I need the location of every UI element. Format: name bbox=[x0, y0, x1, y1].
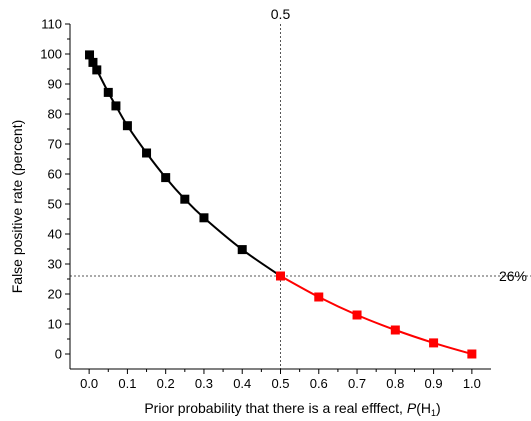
series-0-point bbox=[88, 57, 98, 67]
horizontal-reference-label: 26% bbox=[499, 268, 527, 284]
vertical-reference-label: 0.5 bbox=[271, 6, 291, 22]
y-tick-label: 90 bbox=[48, 77, 62, 92]
x-tick-label: 0.1 bbox=[118, 376, 136, 391]
y-tick-label: 50 bbox=[48, 197, 62, 212]
y-tick-label: 100 bbox=[40, 47, 62, 62]
series-1-point bbox=[352, 310, 362, 320]
reference-lines bbox=[70, 24, 531, 369]
series-0-point bbox=[92, 65, 102, 75]
y-tick-label: 60 bbox=[48, 167, 62, 182]
series-0-point bbox=[111, 101, 121, 111]
y-tick-label: 0 bbox=[55, 347, 62, 362]
data-points bbox=[85, 50, 477, 359]
series-1-curve bbox=[280, 275, 473, 355]
x-tick-label: 0.6 bbox=[310, 376, 328, 391]
x-tick-label: 0.4 bbox=[233, 376, 251, 391]
y-tick-label: 70 bbox=[48, 137, 62, 152]
y-tick-label: 10 bbox=[48, 317, 62, 332]
x-tick-label: 0.5 bbox=[271, 376, 289, 391]
y-tick-label: 30 bbox=[48, 257, 62, 272]
series-0-curve bbox=[88, 54, 282, 277]
y-tick-label: 110 bbox=[41, 17, 62, 32]
series-0-point bbox=[142, 148, 152, 158]
series-1-point bbox=[467, 349, 477, 359]
series-0-point bbox=[122, 121, 132, 131]
series-0-point bbox=[161, 173, 171, 183]
labels: 0 10 20 30 40 50 60 70 80 90 100 110 0.0 0.1 0.2 0.3 0.4… bbox=[9, 6, 527, 418]
x-tick-label: 0.0 bbox=[80, 376, 98, 391]
series-1-point bbox=[276, 271, 285, 281]
series-0-point bbox=[180, 194, 190, 204]
series-1-point bbox=[314, 292, 324, 302]
series-0-point bbox=[103, 87, 113, 97]
y-tick-label: 80 bbox=[48, 107, 62, 122]
y-tick-label: 40 bbox=[48, 227, 62, 242]
x-tick-label: 0.7 bbox=[348, 376, 366, 391]
series-0-point bbox=[85, 50, 95, 60]
series-0-point bbox=[237, 245, 247, 255]
y-axis-title: False positive rate (percent) bbox=[9, 120, 25, 294]
x-tick-label: 0.9 bbox=[425, 376, 443, 391]
x-tick-label: 0.8 bbox=[386, 376, 404, 391]
series-1-point bbox=[390, 325, 400, 335]
series-1-point bbox=[429, 338, 439, 348]
x-tick-label: 0.3 bbox=[195, 376, 213, 391]
x-tick-label: 0.2 bbox=[157, 376, 175, 391]
x-axis-title: Prior probability that there is a real e… bbox=[144, 400, 440, 418]
y-tick-label: 20 bbox=[48, 287, 62, 302]
x-tick-label: 1.0 bbox=[463, 376, 481, 391]
series-0-point bbox=[199, 213, 209, 223]
axes bbox=[65, 23, 491, 374]
